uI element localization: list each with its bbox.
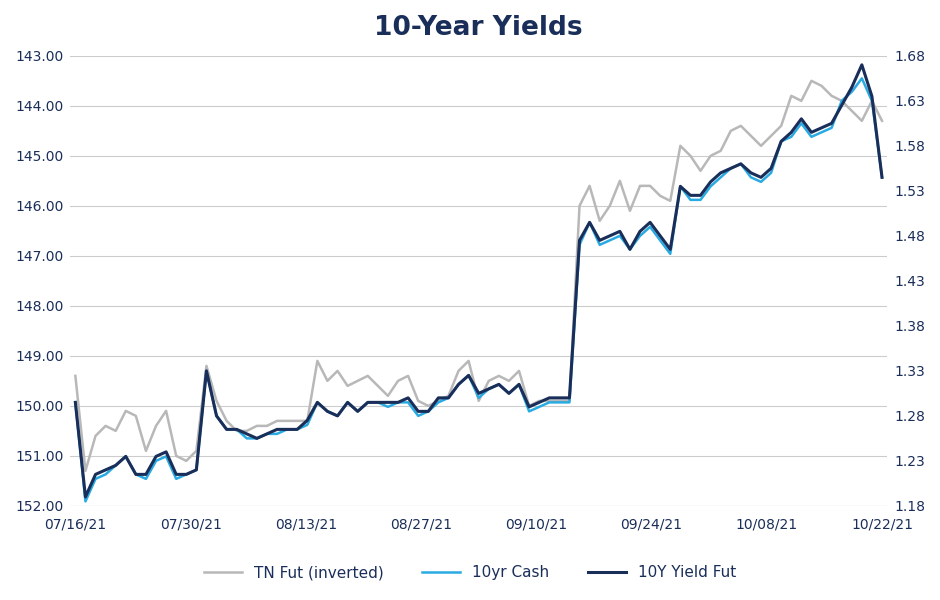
TN Fut (inverted) xyxy=(584,182,595,190)
TN Fut (inverted) xyxy=(806,77,817,85)
10Y Yield Fut xyxy=(80,493,91,500)
10yr Cash xyxy=(80,498,91,505)
TN Fut (inverted) xyxy=(776,122,787,130)
10Y Yield Fut xyxy=(524,403,535,410)
Line: 10Y Yield Fut: 10Y Yield Fut xyxy=(75,65,882,497)
10yr Cash xyxy=(876,174,887,181)
10yr Cash xyxy=(524,408,535,415)
10yr Cash xyxy=(675,183,686,190)
10Y Yield Fut xyxy=(70,399,81,406)
TN Fut (inverted) xyxy=(816,82,827,89)
Line: TN Fut (inverted): TN Fut (inverted) xyxy=(75,81,882,471)
10Y Yield Fut xyxy=(876,174,887,181)
10Y Yield Fut xyxy=(675,183,686,190)
10yr Cash xyxy=(806,133,817,140)
Title: 10-Year Yields: 10-Year Yields xyxy=(374,15,583,41)
10yr Cash xyxy=(70,399,81,406)
10Y Yield Fut xyxy=(776,138,787,145)
10Y Yield Fut xyxy=(856,61,868,68)
TN Fut (inverted) xyxy=(524,402,535,409)
10yr Cash xyxy=(735,160,746,167)
10yr Cash xyxy=(856,75,868,82)
Legend: TN Fut (inverted), 10yr Cash, 10Y Yield Fut: TN Fut (inverted), 10yr Cash, 10Y Yield … xyxy=(197,559,743,586)
TN Fut (inverted) xyxy=(876,117,887,124)
10yr Cash xyxy=(584,219,595,226)
TN Fut (inverted) xyxy=(675,142,686,149)
10Y Yield Fut xyxy=(735,160,746,167)
Line: 10yr Cash: 10yr Cash xyxy=(75,79,882,502)
TN Fut (inverted) xyxy=(735,122,746,130)
10Y Yield Fut xyxy=(806,129,817,136)
TN Fut (inverted) xyxy=(80,467,91,475)
10yr Cash xyxy=(776,138,787,145)
10Y Yield Fut xyxy=(584,219,595,226)
TN Fut (inverted) xyxy=(70,372,81,379)
